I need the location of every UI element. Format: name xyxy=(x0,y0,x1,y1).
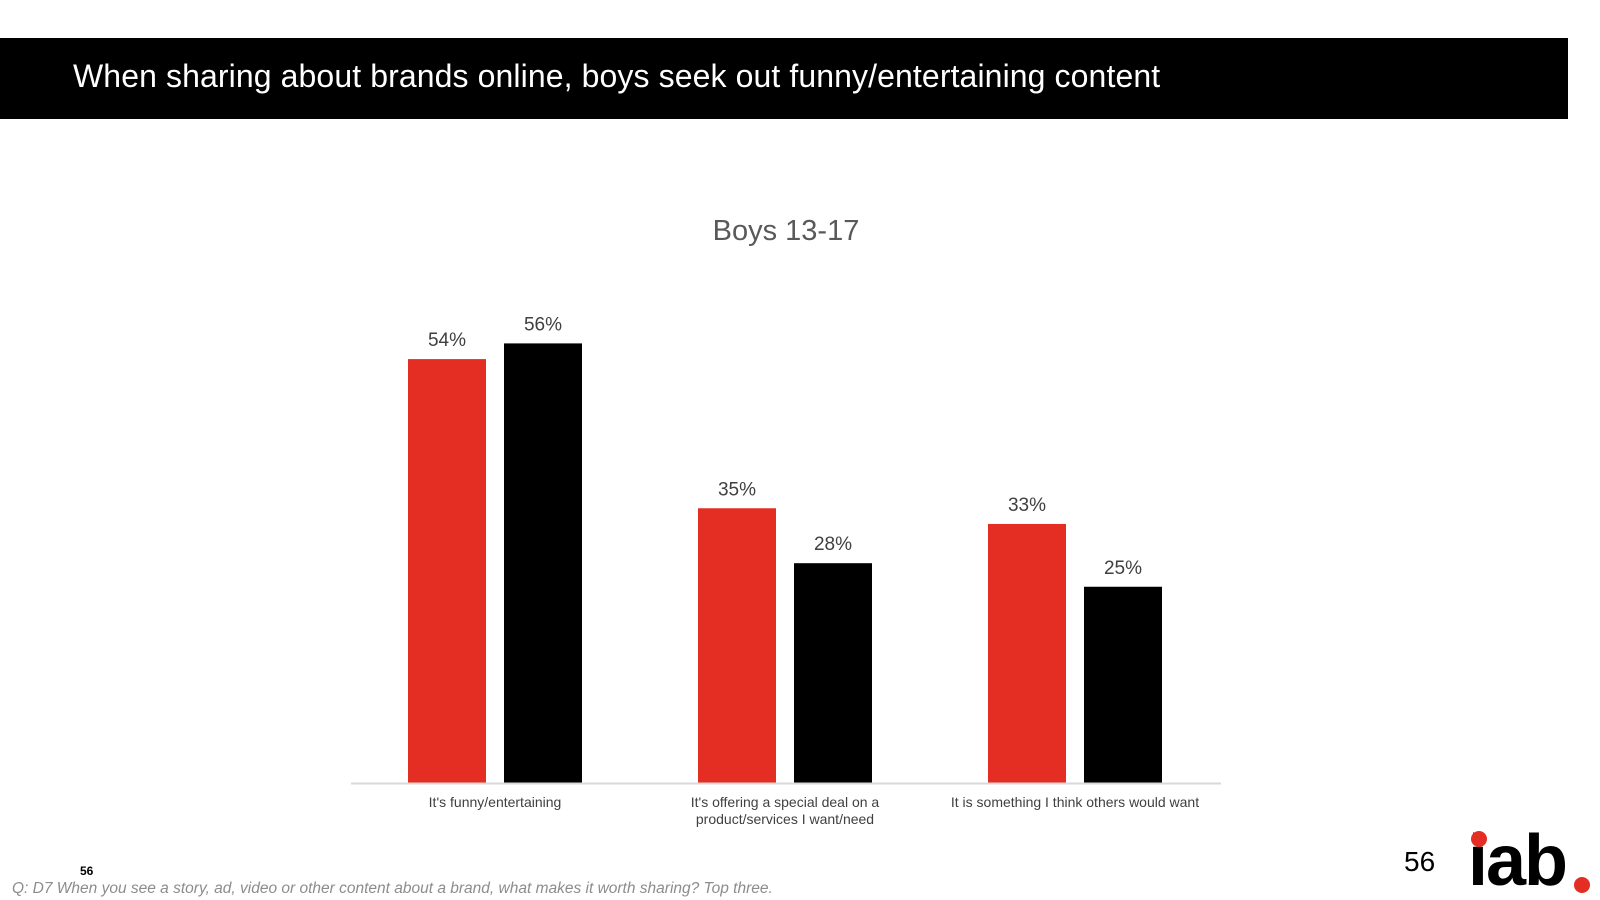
bar-series2-3 xyxy=(1084,586,1162,783)
category-label-2-line2: product/services I want/need xyxy=(696,811,874,827)
page-number: 56 xyxy=(1404,846,1436,877)
category-label-1: It's funny/entertaining xyxy=(429,794,562,810)
logo-dot-i xyxy=(1471,831,1487,847)
data-label-series1-3: 33% xyxy=(1008,495,1046,516)
data-label-series2-2: 28% xyxy=(814,534,852,555)
bar-series2-2 xyxy=(794,563,872,783)
chart-title: Boys 13-17 xyxy=(713,215,860,247)
category-label-3: It is something I think others would wan… xyxy=(951,794,1199,810)
data-label-series2-1: 56% xyxy=(524,314,562,335)
bar-series1-3 xyxy=(988,523,1066,783)
question-footnote: Q: D7 When you see a story, ad, video or… xyxy=(12,880,773,897)
title-bar: When sharing about brands online, boys s… xyxy=(0,38,1568,119)
category-label-2-line1: It's offering a special deal on a xyxy=(691,794,880,810)
data-label-series1-2: 35% xyxy=(718,479,756,500)
bar-series1-1 xyxy=(408,359,486,783)
bar-series2-1 xyxy=(504,343,582,783)
slide-title: When sharing about brands online, boys s… xyxy=(73,58,1161,94)
data-label-series2-3: 25% xyxy=(1104,558,1142,579)
iab-logo: iab xyxy=(1468,822,1600,900)
bar-series1-2 xyxy=(698,508,776,783)
small-page-number: 56 xyxy=(80,864,94,878)
data-label-series1-1: 54% xyxy=(428,330,466,351)
logo-dot-end xyxy=(1574,877,1590,893)
